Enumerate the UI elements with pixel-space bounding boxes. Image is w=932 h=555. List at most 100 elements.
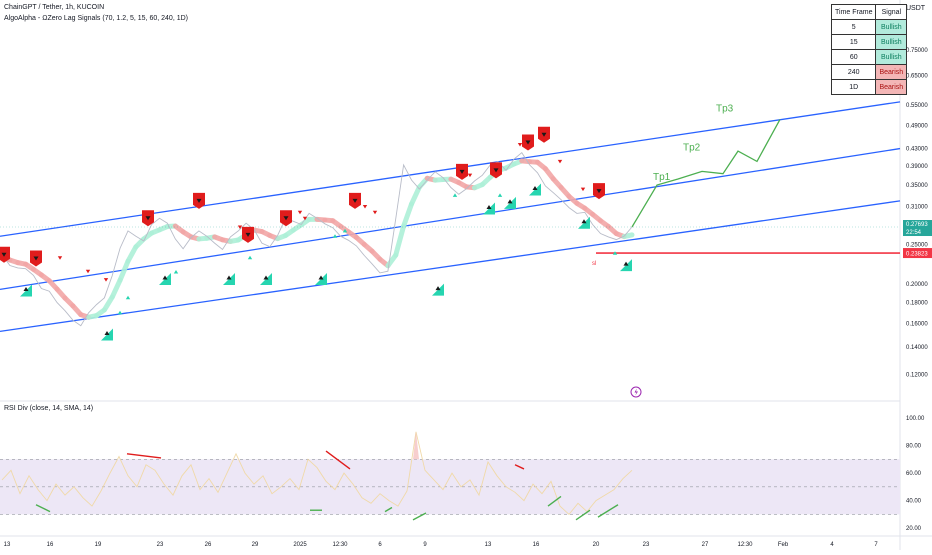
bear-trail-mark bbox=[58, 256, 62, 260]
table-header-row: Time Frame Signal bbox=[832, 5, 907, 20]
bear-trail-mark bbox=[373, 211, 377, 215]
tp3-label: Tp3 bbox=[716, 104, 734, 115]
table-row: 1D Bearish bbox=[832, 80, 907, 95]
time-tick-label: 13 bbox=[4, 542, 11, 548]
time-tick-label: 19 bbox=[95, 542, 102, 548]
bear-trail-mark bbox=[558, 160, 562, 164]
signal-cell: Bullish bbox=[876, 50, 907, 65]
time-tick-label: 4 bbox=[830, 542, 834, 548]
ribbon-segment bbox=[412, 187, 420, 204]
bear-trail-mark bbox=[518, 143, 522, 147]
bull-trail-mark bbox=[333, 234, 337, 238]
header-timeframe: Time Frame bbox=[832, 5, 876, 20]
rsi-tick-label: 20.00 bbox=[906, 526, 922, 532]
time-tick-label: 16 bbox=[533, 542, 540, 548]
bear-trail-mark bbox=[363, 205, 367, 209]
time-tick-label: 23 bbox=[643, 542, 650, 548]
bull-trail-mark bbox=[248, 256, 252, 260]
mtf-signal-table: Time Frame Signal 5 Bullish 15 Bullish 6… bbox=[831, 4, 907, 95]
symbol-title: ChainGPT / Tether, 1h, KUCOIN bbox=[4, 4, 104, 11]
table-row: 5 Bullish bbox=[832, 20, 907, 35]
rsi-tick-label: 80.00 bbox=[906, 444, 922, 450]
rsi-tick-label: 100.00 bbox=[906, 416, 925, 422]
sl-price-label: 0.23823 bbox=[906, 252, 928, 258]
bear-trail-mark bbox=[468, 174, 472, 178]
time-tick-label: Feb bbox=[778, 542, 789, 548]
bear-trail-mark bbox=[581, 188, 585, 192]
tf-cell: 1D bbox=[832, 80, 876, 95]
time-tick-label: 7 bbox=[874, 542, 878, 548]
time-tick-label: 26 bbox=[205, 542, 212, 548]
ribbon-segment bbox=[404, 204, 412, 226]
time-tick-label: 29 bbox=[252, 542, 259, 548]
price-tick-label: 0.49000 bbox=[906, 123, 928, 129]
time-tick-label: 23 bbox=[157, 542, 164, 548]
header-signal: Signal bbox=[876, 5, 907, 20]
countdown-label: 22:54 bbox=[906, 230, 922, 236]
price-tick-label: 0.14000 bbox=[906, 345, 928, 351]
rsi-pane: 100.00 80.00 60.00 40.00 20.00 bbox=[0, 416, 925, 532]
zero-lag-ribbon bbox=[2, 161, 632, 317]
price-tick-label: 0.75000 bbox=[906, 48, 928, 54]
table-row: 60 Bullish bbox=[832, 50, 907, 65]
ribbon-segment bbox=[112, 280, 120, 297]
rsi-title: RSI Div (close, 14, SMA, 14) bbox=[4, 405, 93, 412]
price-tick-label: 0.65000 bbox=[906, 73, 928, 79]
sl-label: sl bbox=[592, 261, 596, 267]
signal-markers bbox=[0, 127, 632, 341]
time-tick-label: 20 bbox=[593, 542, 600, 548]
time-tick-label: 12:30 bbox=[332, 542, 348, 548]
time-axis: 13 16 19 23 26 29 2025 12:30 6 9 13 16 20 23 27 12:30 Fe… bbox=[4, 542, 879, 548]
signal-cell: Bullish bbox=[876, 20, 907, 35]
time-tick-label: 6 bbox=[378, 542, 382, 548]
indicator-title: AlgoAlpha - ΩZero Lag Signals (70, 1.2, … bbox=[4, 15, 188, 22]
table-row: 15 Bullish bbox=[832, 35, 907, 50]
tf-cell: 240 bbox=[832, 65, 876, 80]
price-tick-label: 0.39000 bbox=[906, 164, 928, 170]
bull-trail-mark bbox=[126, 296, 130, 300]
lightning-bolt-icon bbox=[635, 389, 639, 396]
tp2-label: Tp2 bbox=[683, 143, 701, 154]
take-profit-projection: Tp1 Tp2 Tp3 bbox=[631, 104, 780, 397]
currency-label[interactable]: USDT bbox=[906, 5, 925, 12]
price-tick-label: 0.35000 bbox=[906, 183, 928, 189]
signal-cell: Bearish bbox=[876, 65, 907, 80]
tf-cell: 5 bbox=[832, 20, 876, 35]
rsi-tick-label: 60.00 bbox=[906, 471, 922, 477]
channel-mid-line bbox=[0, 149, 900, 290]
bull-trail-mark bbox=[498, 193, 502, 197]
price-axis: 0.75000 0.65000 0.55000 0.49000 0.43000 0.390… bbox=[903, 48, 932, 378]
time-tick-label: 2025 bbox=[293, 542, 307, 548]
time-tick-label: 9 bbox=[423, 542, 427, 548]
price-tick-label: 0.18000 bbox=[906, 301, 928, 307]
last-price-label: 0.27693 bbox=[906, 222, 928, 228]
price-tick-label: 0.55000 bbox=[906, 103, 928, 109]
bull-trail-mark bbox=[174, 270, 178, 274]
table-row: 240 Bearish bbox=[832, 65, 907, 80]
ribbon-segment bbox=[396, 226, 404, 255]
tf-cell: 60 bbox=[832, 50, 876, 65]
signal-cell: Bullish bbox=[876, 35, 907, 50]
bear-trail-mark bbox=[86, 270, 90, 274]
regression-channel bbox=[0, 102, 900, 332]
time-tick-label: 13 bbox=[485, 542, 492, 548]
bull-trail-mark bbox=[453, 193, 457, 197]
rsi-tick-label: 40.00 bbox=[906, 499, 922, 505]
price-tick-label: 0.31000 bbox=[906, 204, 928, 210]
bear-trail-mark bbox=[298, 211, 302, 215]
bear-trail-mark bbox=[104, 278, 108, 282]
bull-trail-mark bbox=[118, 311, 122, 315]
tp1-label: Tp1 bbox=[653, 172, 671, 183]
price-tick-label: 0.20000 bbox=[906, 282, 928, 288]
time-tick-label: 16 bbox=[47, 542, 54, 548]
time-tick-label: 27 bbox=[702, 542, 709, 548]
channel-upper-line bbox=[0, 102, 900, 236]
price-tick-label: 0.16000 bbox=[906, 321, 928, 327]
price-tick-label: 0.25000 bbox=[906, 243, 928, 249]
channel-lower-line bbox=[0, 201, 900, 332]
price-tick-label: 0.43000 bbox=[906, 147, 928, 153]
tf-cell: 15 bbox=[832, 35, 876, 50]
time-tick-label: 12:30 bbox=[737, 542, 753, 548]
